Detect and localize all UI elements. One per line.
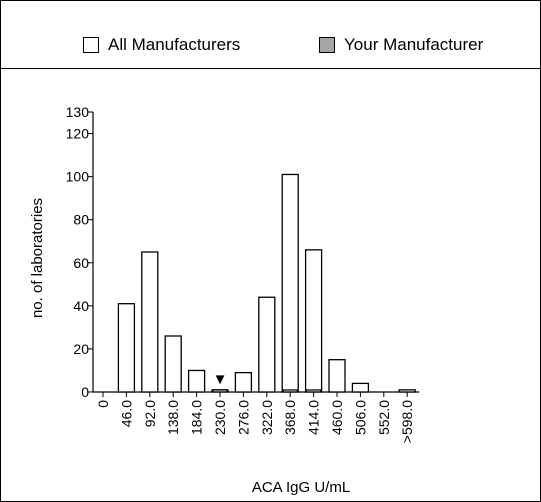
legend: All Manufacturers Your Manufacturer [1, 1, 540, 69]
bar-your-manufacturer [212, 389, 228, 393]
y-tick-label: 100 [66, 169, 90, 185]
bar-your-manufacturer [306, 389, 322, 393]
legend-label-your-manufacturer: Your Manufacturer [344, 35, 484, 54]
x-tick-label: 460.0 [329, 400, 345, 435]
x-tick-label: 322.0 [259, 400, 275, 435]
y-axis: 0 20 40 60 80 100 120 130 [66, 104, 94, 400]
x-tick-label: 230.0 [212, 400, 228, 435]
x-tick-label: 46.0 [118, 400, 134, 427]
y-tick-label: 20 [73, 341, 89, 357]
bar-all-manufacturers [328, 359, 346, 393]
legend-label-all-manufacturers: All Manufacturers [108, 35, 241, 54]
bar-all-manufacturers [258, 296, 276, 393]
y-tick-label: 120 [66, 126, 90, 142]
x-axis: 0 46.0 92.0 138.0 184.0 230.0 276.0 322.0 368.0 4… [93, 391, 420, 443]
x-tick-label: 92.0 [142, 400, 158, 427]
x-tick-label: 276.0 [235, 400, 251, 435]
y-axis-title: no. of laboratories [29, 198, 46, 318]
y-tick-label: 40 [73, 298, 89, 314]
y-tick-label: 0 [81, 384, 89, 400]
y-tick-label: 60 [73, 255, 89, 271]
x-axis-title: ACA IgG U/mL [252, 479, 350, 496]
legend-swatch-your-manufacturer [319, 37, 335, 53]
x-tick-label: 0 [95, 400, 111, 408]
legend-item-all-manufacturers: All Manufacturers [83, 35, 240, 55]
legend-swatch-all-manufacturers [83, 37, 99, 53]
x-tick-label: 552.0 [376, 400, 392, 435]
x-tick-label: 368.0 [282, 400, 298, 435]
x-tick-label: >598.0 [399, 400, 415, 443]
bar-your-manufacturer [282, 389, 298, 393]
bars: ▼ [117, 173, 416, 393]
bar-all-manufacturers [164, 335, 182, 393]
bar-all-manufacturers [187, 369, 206, 393]
bar-all-manufacturers [351, 382, 370, 393]
y-tick-label: 130 [66, 104, 90, 120]
x-tick-label: 184.0 [189, 400, 205, 435]
bar-all-manufacturers [117, 303, 136, 393]
bar-all-manufacturers [304, 249, 323, 393]
bar-all-manufacturers [281, 173, 299, 393]
y-tick-label: 80 [73, 212, 89, 228]
x-tick-label: 138.0 [165, 400, 181, 435]
bar-all-manufacturers [141, 251, 159, 393]
x-tick-label: 506.0 [352, 400, 368, 435]
bar-all-manufacturers [398, 389, 416, 393]
your-result-marker: ▼ [213, 371, 228, 388]
legend-item-your-manufacturer: Your Manufacturer [319, 35, 483, 55]
bar-all-manufacturers [234, 371, 253, 393]
x-tick-label: 414.0 [306, 400, 322, 435]
